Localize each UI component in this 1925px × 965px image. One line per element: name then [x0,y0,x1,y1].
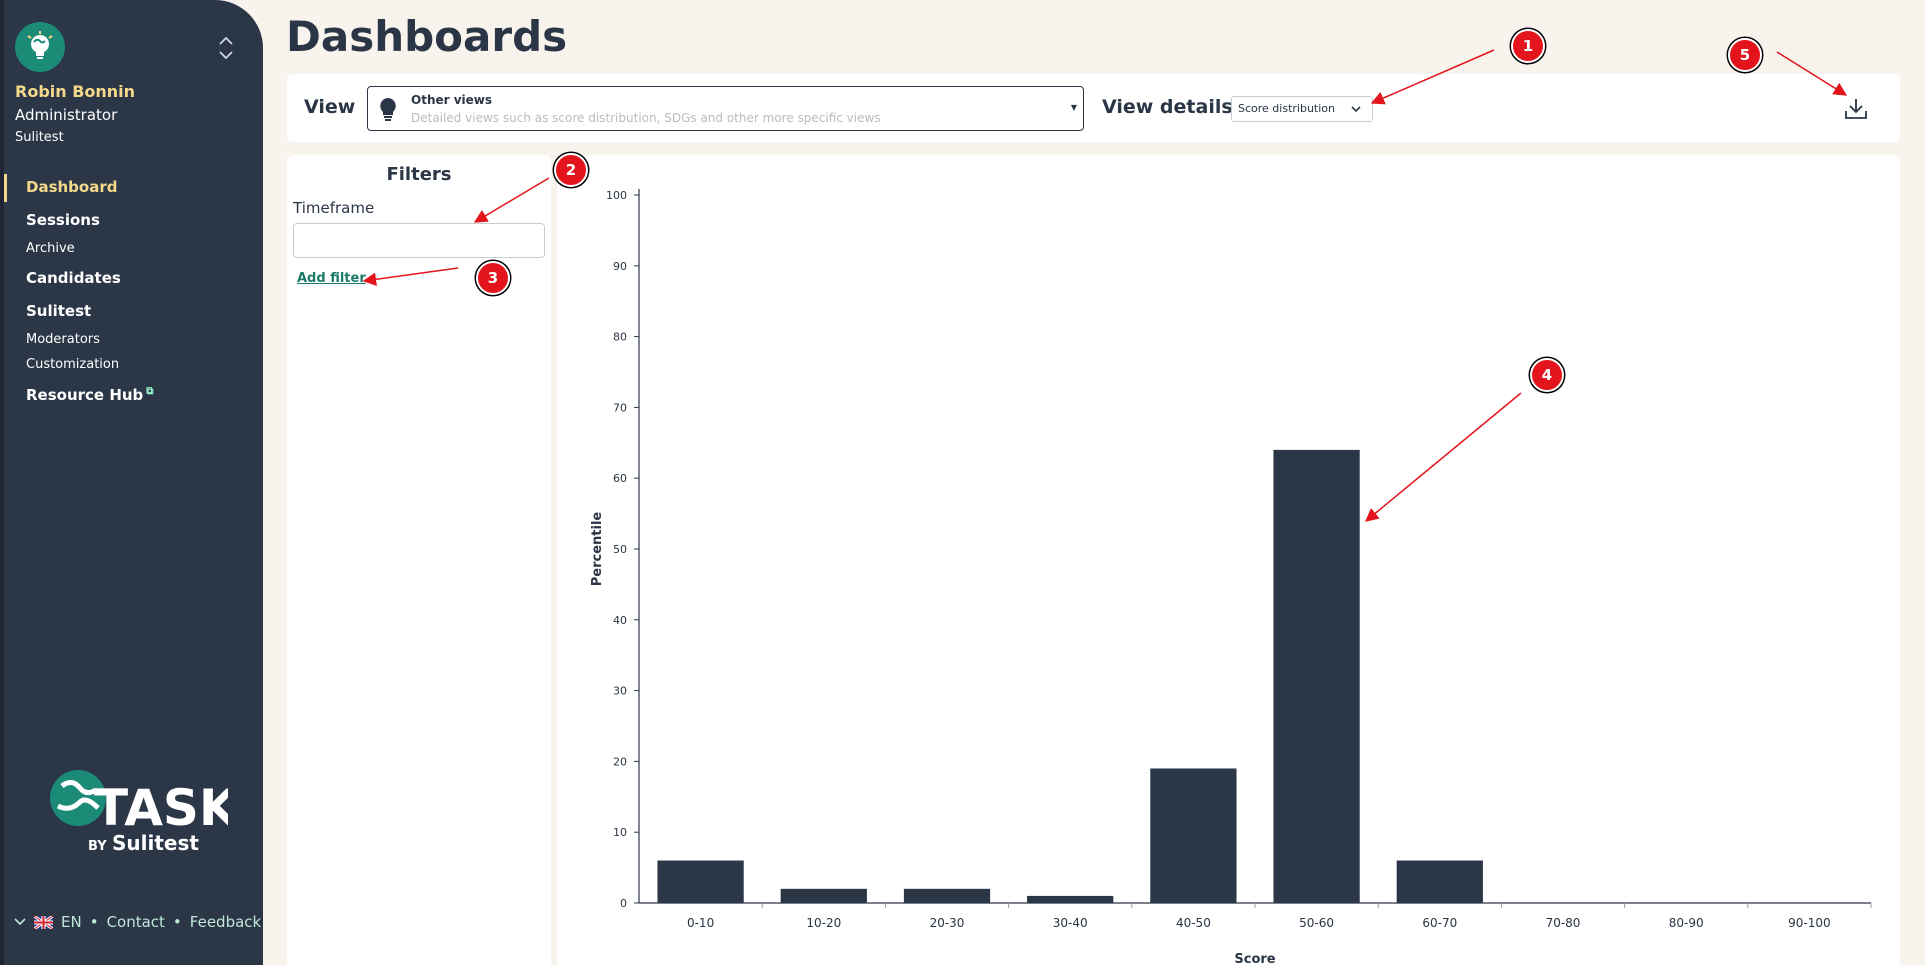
task-logo: TASK BY Sulitest [50,770,228,853]
view-details-label: View details [1102,96,1233,118]
y-tick-label: 0 [620,897,627,910]
timeframe-label: Timeframe [293,199,375,217]
timeframe-input[interactable] [293,223,545,258]
view-details-select[interactable]: Score distribution [1231,96,1373,122]
y-tick-label: 90 [613,260,627,273]
x-tick-label: 40-50 [1176,916,1211,930]
x-tick-label: 80-90 [1669,916,1704,930]
contact-link[interactable]: Contact [106,913,165,931]
x-tick-label: 30-40 [1053,916,1088,930]
view-select-description: Detailed views such as score distributio… [411,111,881,125]
y-axis-label: Percentile [590,512,605,587]
x-axis-label: Score [1234,952,1275,965]
view-bar: View Other views Detailed views such as … [287,74,1900,142]
y-tick-label: 30 [613,685,627,698]
user-role: Administrator [15,106,118,124]
external-link-icon: ⧉ [146,386,154,397]
bar [1027,895,1114,903]
user-org: Sulitest [15,130,64,145]
y-tick-label: 40 [613,614,627,627]
sidebar-item-archive[interactable]: Archive [26,241,75,256]
y-tick-label: 70 [613,401,627,414]
user-name: Robin Bonnin [15,82,136,101]
filters-panel: Filters Timeframe Add filter [287,155,551,965]
bar [1150,768,1237,903]
logo-text: TASK [94,779,228,837]
annotation-badge-1: 1 [1511,29,1545,63]
add-filter-link[interactable]: Add filter [297,271,366,286]
bar [657,860,744,903]
y-tick-label: 60 [613,472,627,485]
score-distribution-chart: 0 10 20 30 40 50 60 70 80 90 100 0-10 10-20 20-30 30-4… [590,189,1872,965]
page-title: Dashboards [286,12,568,61]
annotation-badge-2: 2 [554,153,588,187]
annotation-badge-3: 3 [476,261,510,295]
lightbulb-globe-icon [27,31,53,59]
sidebar-edge [0,0,4,965]
uk-flag-icon[interactable] [34,915,53,929]
expand-collapse-icon[interactable] [216,33,236,63]
x-tick-label: 50-60 [1299,916,1334,930]
language-selector[interactable]: EN [61,913,82,931]
y-tick-label: 10 [613,826,627,839]
chevron-down-icon [1351,106,1361,113]
bar [1396,860,1483,903]
bar [1273,449,1360,903]
x-tick-label: 70-80 [1546,916,1581,930]
annotation-badge-4: 4 [1530,358,1564,392]
x-tick-label: 60-70 [1422,916,1457,930]
sidebar-item-dashboard[interactable]: Dashboard [26,178,118,196]
bar [903,888,991,903]
sidebar-item-candidates[interactable]: Candidates [26,269,121,287]
chart-panel: 0 10 20 30 40 50 60 70 80 90 100 0-10 10-20 20-30 30-4… [557,155,1900,965]
y-tick-label: 80 [613,331,627,344]
view-label: View [304,96,356,118]
footer-separator: • [89,913,99,931]
sidebar-footer: EN • Contact • Feedback [14,913,261,931]
view-details-value: Score distribution [1238,102,1335,115]
bar [780,888,867,903]
active-indicator [4,174,7,202]
chevron-down-icon[interactable] [14,918,26,926]
sidebar-item-customization[interactable]: Customization [26,357,120,372]
x-tick-label: 20-30 [930,916,965,930]
logo-brand: Sulitest [112,831,199,853]
y-tick-label: 50 [613,543,627,556]
lightbulb-icon [380,98,396,121]
sidebar: Robin Bonnin Administrator Sulitest Dash… [0,0,263,965]
annotation-badge-5: 5 [1728,38,1762,72]
sidebar-item-moderators[interactable]: Moderators [26,332,100,347]
x-tick-label: 10-20 [806,916,841,930]
view-select-title: Other views [411,93,493,107]
sidebar-item-sessions[interactable]: Sessions [26,211,100,229]
y-tick-label: 20 [613,755,627,768]
sidebar-item-resource-hub[interactable]: Resource Hub ⧉ [26,386,153,404]
sidebar-item-sulitest[interactable]: Sulitest [26,302,92,320]
avatar[interactable] [15,22,65,72]
footer-separator: • [172,913,182,931]
download-icon[interactable] [1843,96,1869,122]
sidebar-item-label: Resource Hub [26,386,144,404]
view-select[interactable]: Other views Detailed views such as score… [367,86,1084,131]
feedback-link[interactable]: Feedback [189,913,262,931]
x-tick-label: 0-10 [687,916,714,930]
caret-down-icon: ▼ [1070,103,1077,112]
y-tick-label: 100 [606,189,627,202]
x-tick-label: 90-100 [1788,916,1831,930]
filters-title: Filters [386,164,452,185]
logo-by: BY [88,839,107,853]
